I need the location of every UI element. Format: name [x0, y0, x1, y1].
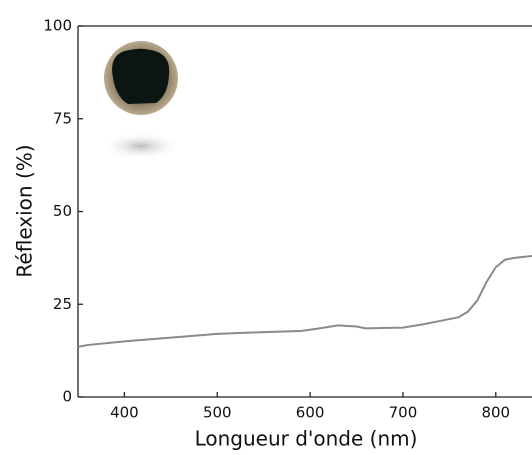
y-tick-label: 75: [53, 109, 72, 127]
x-tick-label: 400: [110, 404, 139, 422]
x-tick-label: 800: [481, 404, 510, 422]
x-tick-label: 600: [296, 404, 325, 422]
y-tick-label: 50: [53, 202, 72, 220]
spectrum-line: [77, 255, 532, 348]
x-tick-label: 700: [389, 404, 418, 422]
y-tick-label: 0: [62, 388, 72, 406]
y-axis-label: Réflexion (%): [13, 144, 37, 277]
x-axis-label: Longueur d'onde (nm): [195, 427, 418, 451]
y-tick-label: 100: [43, 17, 72, 35]
x-tick-label: 500: [203, 404, 232, 422]
sample-photo: [101, 41, 181, 160]
y-tick-label: 25: [53, 295, 72, 313]
